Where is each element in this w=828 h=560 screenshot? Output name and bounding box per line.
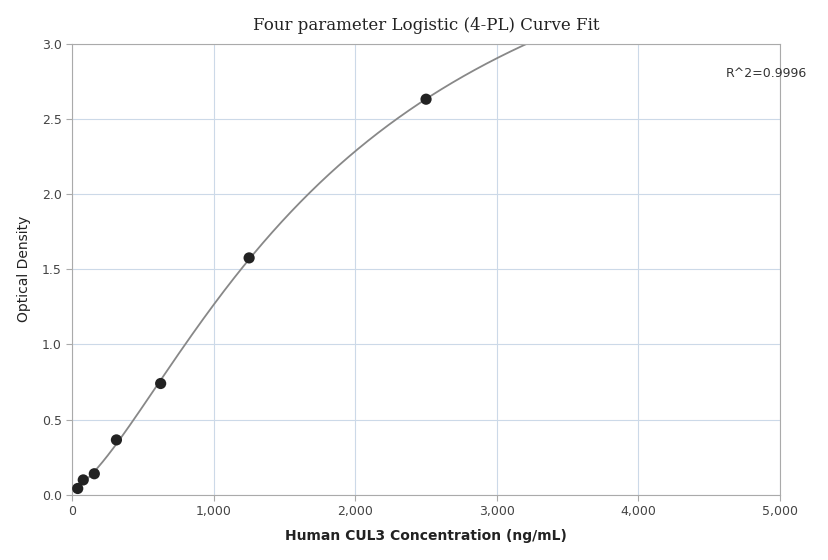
Title: Four parameter Logistic (4-PL) Curve Fit: Four parameter Logistic (4-PL) Curve Fit xyxy=(253,17,599,34)
Point xyxy=(154,379,167,388)
Text: R^2=0.9996: R^2=0.9996 xyxy=(725,67,806,80)
Point xyxy=(419,95,432,104)
X-axis label: Human CUL3 Concentration (ng/mL): Human CUL3 Concentration (ng/mL) xyxy=(285,529,566,543)
Point xyxy=(71,484,84,493)
Y-axis label: Optical Density: Optical Density xyxy=(17,216,31,323)
Point xyxy=(243,254,256,263)
Point xyxy=(76,475,89,484)
Point xyxy=(88,469,101,478)
Point xyxy=(109,436,123,445)
